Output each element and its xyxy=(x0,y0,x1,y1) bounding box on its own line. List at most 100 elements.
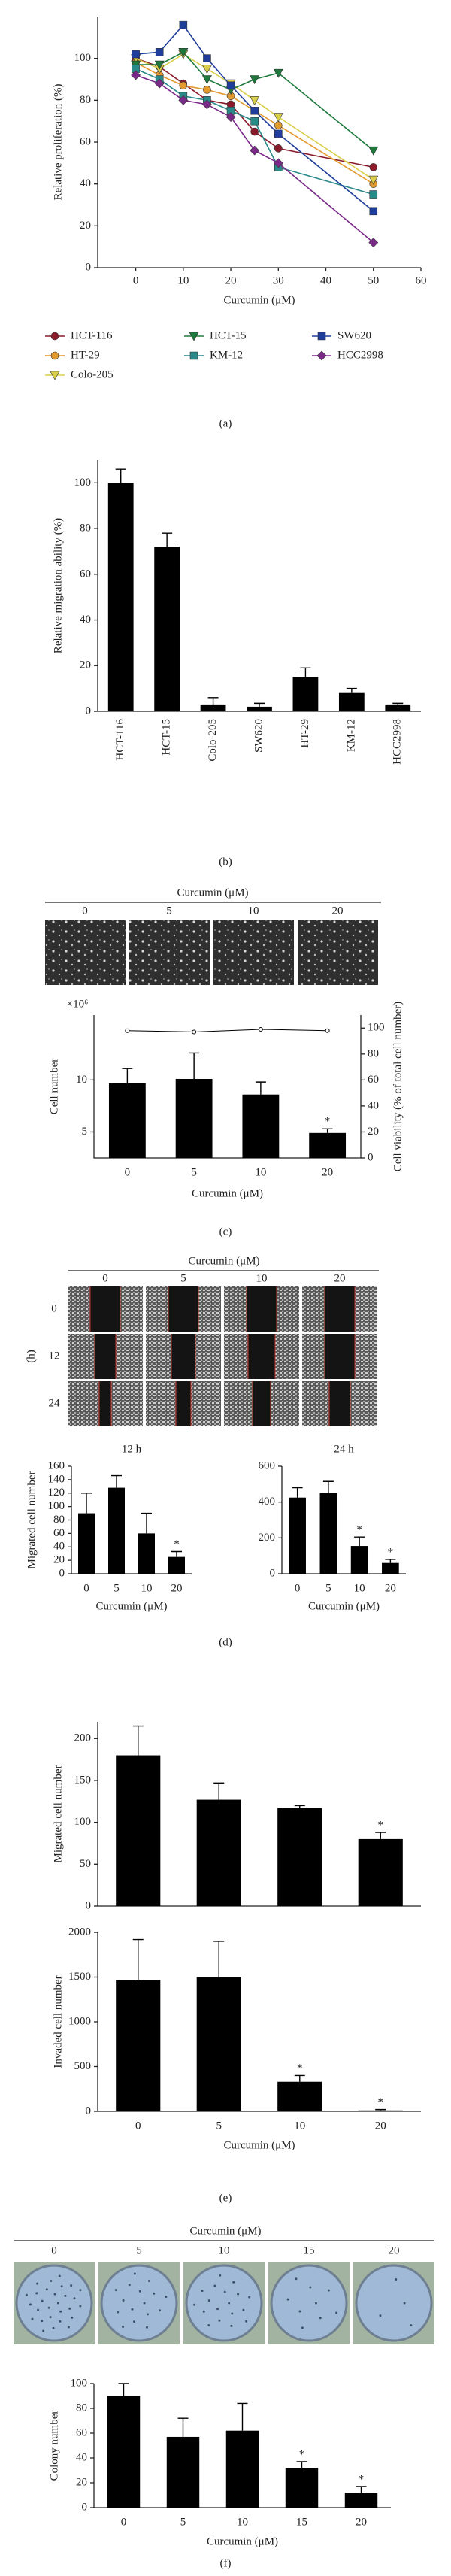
colony xyxy=(47,2306,50,2309)
colony xyxy=(193,2303,196,2306)
marker xyxy=(131,70,141,80)
marker xyxy=(226,81,235,90)
x-tick-label: 0 xyxy=(135,2120,141,2132)
bar xyxy=(344,2493,378,2508)
x-tick-label: 5 xyxy=(191,1166,197,1178)
viability-point xyxy=(325,1028,330,1033)
marker xyxy=(132,50,140,59)
image-header: Curcumin (μM) xyxy=(188,1255,259,1267)
bar xyxy=(108,1487,125,1574)
colony xyxy=(79,2305,82,2308)
marker xyxy=(317,332,326,341)
significance: * xyxy=(174,1538,180,1550)
colony xyxy=(207,2324,210,2327)
panel-label: (d) xyxy=(219,1636,232,1648)
image-label: 10 xyxy=(248,905,259,917)
y-tick-label: 60 xyxy=(80,135,91,147)
legend-label: HCT-116 xyxy=(71,329,113,341)
colony xyxy=(50,2280,53,2283)
image-label: 0 xyxy=(51,2244,57,2256)
error-bar xyxy=(255,1081,266,1095)
colony xyxy=(128,2284,131,2287)
colony xyxy=(67,2326,70,2329)
viability-point xyxy=(125,1028,130,1033)
bar xyxy=(319,1493,337,1574)
wound-gap xyxy=(168,1286,198,1332)
y-tick-label: 120 xyxy=(48,1487,65,1499)
x-tick-label: 20 xyxy=(226,274,237,286)
bar xyxy=(168,1556,185,1574)
colony xyxy=(31,2317,34,2320)
panel-label: (c) xyxy=(219,1226,232,1238)
error-bar xyxy=(177,2417,189,2437)
y2-tick-label: 20 xyxy=(368,1126,379,1138)
marker xyxy=(250,75,260,85)
bar xyxy=(175,1078,213,1158)
marker xyxy=(273,113,283,123)
micrograph xyxy=(298,920,378,985)
colony xyxy=(202,2310,205,2313)
y-tick-label: 10 xyxy=(76,1074,87,1086)
bar xyxy=(116,1980,161,2111)
bar xyxy=(338,692,365,711)
marker xyxy=(201,65,212,74)
error-bar xyxy=(81,1493,92,1514)
marker xyxy=(250,117,259,126)
colony xyxy=(237,2293,240,2296)
colony xyxy=(395,2277,398,2281)
image-header: Curcumin (μM) xyxy=(177,886,248,899)
colony xyxy=(114,2289,117,2292)
series-line xyxy=(135,51,374,151)
y-tick-label: 200 xyxy=(74,1732,92,1744)
error-bar xyxy=(294,2074,305,2082)
x-tick-label: HCC2998 xyxy=(392,719,404,765)
legend-label: Colo-205 xyxy=(71,368,114,380)
legend-label: HCC2998 xyxy=(337,349,383,361)
colony xyxy=(35,2292,38,2295)
x-tick-label: 10 xyxy=(354,1582,365,1594)
bar xyxy=(196,1799,241,1906)
error-bar xyxy=(354,1536,365,1547)
colony xyxy=(232,2281,235,2284)
legend-label: HT-29 xyxy=(71,349,100,361)
bar xyxy=(107,2396,141,2508)
colony xyxy=(64,2294,67,2297)
image-label: 15 xyxy=(304,2244,315,2256)
x-tick-label: 50 xyxy=(368,274,379,286)
image-label: 5 xyxy=(180,1272,186,1284)
dish xyxy=(270,2264,348,2342)
x-tick-label: 0 xyxy=(295,1582,301,1594)
marker xyxy=(274,144,283,153)
colony xyxy=(36,2282,39,2285)
error-bar xyxy=(162,532,173,547)
error-bar xyxy=(356,2486,367,2493)
image-header: Curcumin (μM) xyxy=(189,2225,261,2237)
colony xyxy=(403,2302,406,2305)
x-tick-label: 5 xyxy=(216,2120,222,2132)
micrograph xyxy=(213,920,294,985)
bar xyxy=(277,2081,322,2111)
marker xyxy=(250,145,260,156)
colony xyxy=(138,2290,141,2293)
colony xyxy=(207,2299,210,2302)
error-bar xyxy=(300,667,311,677)
axes xyxy=(97,460,421,712)
x-tick-label: 20 xyxy=(385,1582,396,1594)
x-tick-label: 40 xyxy=(320,274,331,286)
dish xyxy=(185,2264,263,2342)
y-tick-label: 100 xyxy=(74,1816,92,1828)
marker xyxy=(273,68,283,78)
colony xyxy=(327,2289,330,2292)
error-bar xyxy=(237,2402,248,2431)
y-tick-label: 40 xyxy=(76,2451,87,2463)
colony xyxy=(242,2308,245,2311)
bar xyxy=(108,1083,146,1158)
y-tick-label: 160 xyxy=(48,1459,65,1471)
y-tick-label: 60 xyxy=(53,1527,65,1539)
marker xyxy=(201,75,212,85)
error-bar xyxy=(346,687,357,693)
marker xyxy=(369,163,378,171)
image-label: 10 xyxy=(219,2244,230,2256)
image-label: 0 xyxy=(102,1272,108,1284)
